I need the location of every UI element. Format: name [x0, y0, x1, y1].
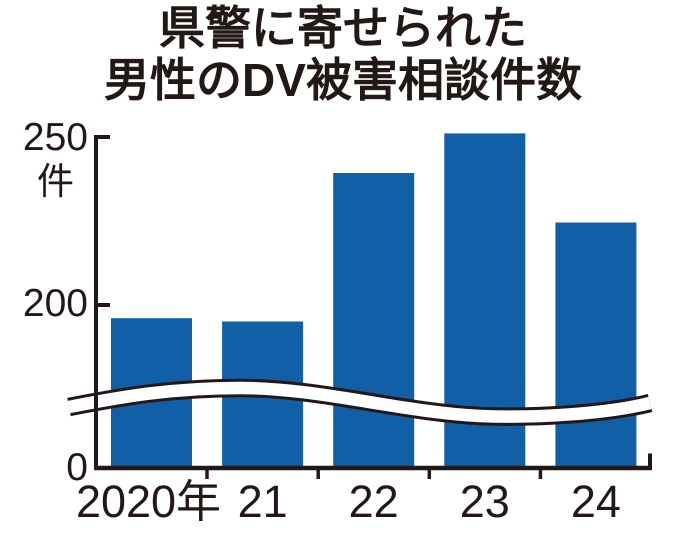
- y-axis-unit-label: 件: [37, 161, 74, 202]
- chart-title: 県警に寄せられた 男性のDV被害相談件数: [0, 2, 686, 106]
- bar-22: [333, 173, 415, 468]
- bar-24: [555, 222, 637, 468]
- y-axis-tick-label-250: 250: [22, 116, 88, 159]
- x-axis-label-22: 22: [348, 476, 399, 527]
- bars-group: [111, 133, 637, 468]
- x-axis-label-21: 21: [237, 476, 288, 527]
- x-axis-label-23: 23: [459, 476, 510, 527]
- y-axis-tick-label-0: 0: [66, 446, 88, 489]
- chart-title-line-1: 県警に寄せられた: [159, 2, 527, 54]
- y-axis-tick-label-200: 200: [22, 282, 88, 325]
- axes-group: [94, 135, 652, 479]
- chart-title-line-2: 男性のDV被害相談件数: [104, 54, 582, 106]
- axis-break-wave-fill: [67, 381, 652, 423]
- x-axis-label-2020: 2020年: [75, 476, 222, 527]
- axis-break-wave: [67, 378, 653, 426]
- x-axis-label-24: 24: [570, 476, 621, 527]
